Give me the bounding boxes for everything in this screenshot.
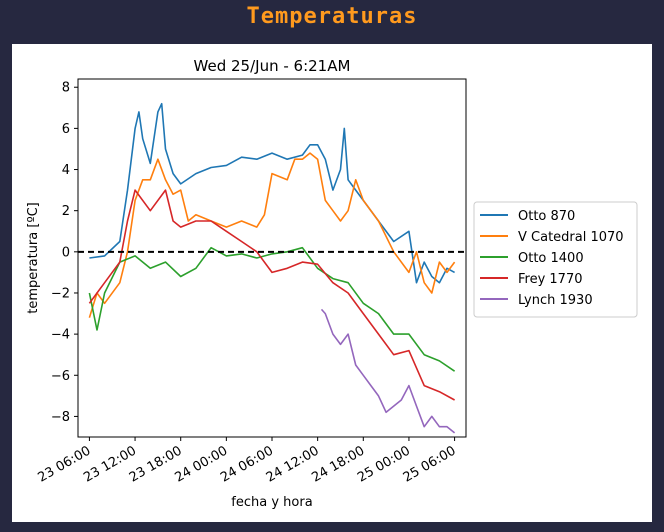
x-axis-label: fecha y hora: [231, 495, 312, 510]
y-tick-label: −6: [51, 369, 70, 384]
y-tick-label: 0: [62, 245, 70, 260]
legend-box: [473, 201, 638, 318]
series-line-otto-870: [89, 102, 455, 284]
series-line-v-catedral-1070: [88, 152, 456, 318]
page-header: Temperaturas: [0, 0, 664, 40]
y-tick-label: −4: [51, 328, 70, 343]
y-tick-label: 8: [62, 81, 70, 96]
legend-label: V Catedral 1070: [518, 230, 624, 245]
legend-label: Otto 870: [518, 209, 575, 224]
chart-card: Wed 25/Jun - 6:21AM fecha y hora tempera…: [12, 44, 652, 522]
y-tick-label: 2: [62, 204, 70, 219]
temperature-chart: Wed 25/Jun - 6:21AM fecha y hora tempera…: [26, 57, 638, 510]
legend-label: Otto 1400: [518, 251, 584, 266]
y-axis-label: temperatura [ºC]: [26, 202, 41, 313]
legend-label: Lynch 1930: [518, 293, 593, 308]
series-line-frey-1770: [88, 189, 455, 401]
plot-frame: [77, 78, 467, 438]
series-layer: [78, 102, 466, 434]
page-title: Temperaturas: [246, 4, 418, 29]
y-tick-label: 4: [62, 163, 70, 178]
series-line-otto-1400: [88, 246, 456, 372]
legend-label: Frey 1770: [518, 272, 583, 287]
legend: Otto 870 V Catedral 1070 Otto 1400 Frey 177…: [473, 201, 638, 318]
y-tick-label: −2: [51, 286, 70, 301]
y-tick-label: −8: [51, 410, 70, 425]
series-line-lynch-1930: [320, 308, 456, 434]
chart-title: Wed 25/Jun - 6:21AM: [194, 57, 351, 75]
y-tick-label: 6: [62, 122, 70, 137]
x-tick-label: 25 06:00: [401, 443, 459, 485]
